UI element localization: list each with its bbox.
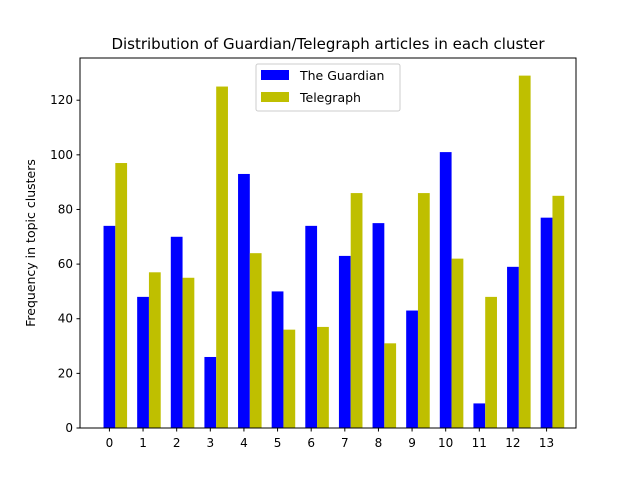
legend: The Guardian Telegraph bbox=[255, 63, 401, 112]
plot-frame bbox=[79, 57, 577, 429]
x-tick-label: 13 bbox=[539, 436, 554, 450]
bar-group bbox=[103, 75, 565, 428]
bar-telegraph-11 bbox=[485, 296, 497, 428]
legend-swatch-guardian bbox=[261, 70, 289, 80]
x-tick-label: 11 bbox=[472, 436, 487, 450]
x-tick-label: 6 bbox=[307, 436, 315, 450]
legend-label-telegraph: Telegraph bbox=[299, 90, 361, 105]
x-tick-label: 2 bbox=[173, 436, 181, 450]
x-tick-label: 1 bbox=[139, 436, 147, 450]
y-axis-label: Frequency in topic clusters bbox=[23, 159, 38, 327]
bar-telegraph-5 bbox=[283, 329, 296, 428]
y-tick-label: 60 bbox=[58, 257, 73, 271]
y-tick-label: 0 bbox=[65, 421, 73, 435]
y-tick-label: 100 bbox=[50, 148, 73, 162]
legend-swatch-telegraph bbox=[261, 92, 289, 102]
x-tick-label: 5 bbox=[274, 436, 282, 450]
legend-box bbox=[255, 63, 401, 112]
bar-guardian-0 bbox=[103, 225, 116, 428]
x-axis-ticks: 0 1 2 3 4 5 6 7 8 9 10 11 12 13 bbox=[106, 428, 554, 450]
bar-guardian-2 bbox=[170, 236, 183, 428]
x-tick-label: 0 bbox=[106, 436, 114, 450]
bar-telegraph-8 bbox=[384, 343, 397, 428]
bar-guardian-7 bbox=[338, 255, 351, 428]
bar-guardian-12 bbox=[507, 266, 519, 428]
bar-telegraph-1 bbox=[148, 272, 161, 428]
bar-telegraph-12 bbox=[518, 75, 531, 428]
bar-guardian-8 bbox=[372, 223, 385, 428]
bar-guardian-3 bbox=[204, 356, 217, 428]
y-tick-label: 40 bbox=[58, 312, 73, 326]
y-tick-label: 80 bbox=[58, 202, 73, 216]
y-tick-label: 20 bbox=[58, 366, 73, 380]
x-tick-label: 12 bbox=[505, 436, 520, 450]
bar-guardian-10 bbox=[439, 152, 452, 428]
bar-guardian-13 bbox=[540, 217, 553, 428]
x-tick-label: 7 bbox=[341, 436, 349, 450]
bar-telegraph-4 bbox=[249, 253, 262, 428]
x-tick-label: 9 bbox=[408, 436, 416, 450]
bar-telegraph-6 bbox=[317, 326, 329, 428]
x-tick-label: 10 bbox=[438, 436, 453, 450]
y-axis-ticks: 0 20 40 60 80 100 120 bbox=[50, 93, 80, 435]
bar-guardian-11 bbox=[473, 403, 486, 428]
bar-telegraph-0 bbox=[115, 163, 128, 428]
x-tick-label: 4 bbox=[240, 436, 248, 450]
chart-title: Distribution of Guardian/Telegraph artic… bbox=[111, 35, 545, 53]
legend-label-guardian: The Guardian bbox=[299, 68, 384, 83]
bar-telegraph-7 bbox=[350, 193, 363, 428]
bar-telegraph-9 bbox=[417, 193, 430, 428]
bar-telegraph-3 bbox=[216, 86, 228, 428]
bar-telegraph-13 bbox=[552, 195, 565, 428]
x-tick-label: 8 bbox=[375, 436, 383, 450]
bar-guardian-6 bbox=[305, 225, 318, 428]
bar-guardian-5 bbox=[271, 291, 284, 428]
bar-guardian-1 bbox=[137, 296, 149, 428]
bar-telegraph-10 bbox=[451, 258, 464, 428]
y-tick-label: 120 bbox=[50, 93, 73, 107]
x-tick-label: 3 bbox=[206, 436, 214, 450]
bar-telegraph-2 bbox=[182, 277, 195, 428]
bar-guardian-4 bbox=[238, 173, 250, 428]
bar-guardian-9 bbox=[406, 310, 418, 428]
